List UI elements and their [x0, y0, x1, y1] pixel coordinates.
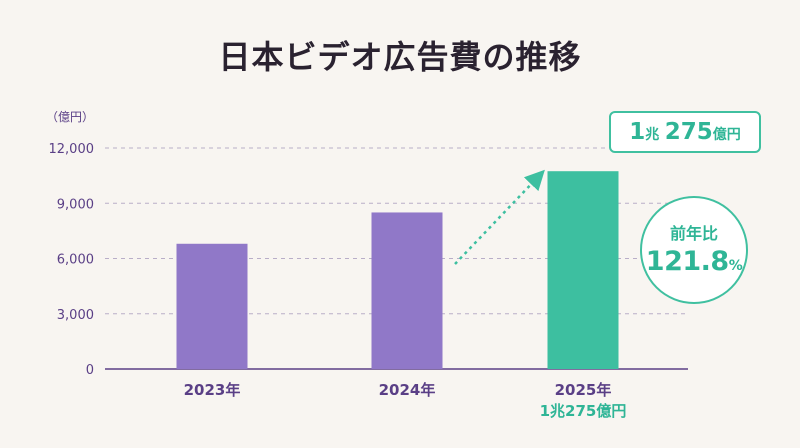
chart-title: 日本ビデオ広告費の推移 [218, 38, 582, 76]
yoy-badge: 前年比 121.8% [640, 196, 748, 304]
bar-2023年 [176, 243, 248, 369]
x-tick-label: 2023年 [184, 381, 241, 399]
callout-unit: 億円 [712, 127, 741, 143]
callout-mid: 兆 [645, 127, 660, 143]
x-tick-label: 2024年 [379, 381, 436, 399]
y-tick-label: 6,000 [57, 253, 94, 268]
y-tick-label: 12,000 [49, 142, 95, 157]
value-callout-2025: 1兆 275億円 [609, 111, 761, 153]
bar-2024年 [371, 212, 443, 369]
callout-lead: 1 [629, 119, 646, 145]
y-tick-label: 3,000 [57, 308, 94, 323]
bar-data-label: 1兆275億円 [540, 402, 627, 420]
bar-2025年 [547, 171, 619, 369]
yoy-label: 前年比 [669, 224, 718, 243]
yoy-unit: % [728, 258, 743, 274]
yoy-value: 121.8 [645, 246, 729, 277]
y-tick-label: 9,000 [57, 197, 94, 212]
y-tick-label: 0 [86, 363, 94, 378]
x-tick-label: 2025年 [555, 381, 612, 399]
growth-arrow [454, 169, 545, 265]
callout-number: 275 [664, 119, 713, 145]
y-axis-unit-label: （億円） [46, 110, 95, 124]
